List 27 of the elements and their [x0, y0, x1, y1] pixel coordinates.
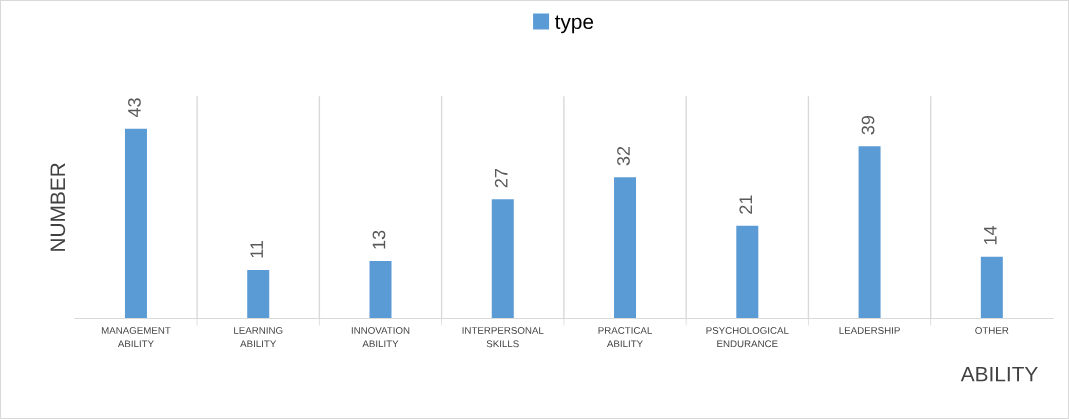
data-label: 21 — [739, 195, 752, 214]
bar — [247, 269, 270, 319]
legend-label: type — [554, 15, 594, 34]
bar — [124, 128, 147, 319]
data-label: 11 — [250, 240, 263, 258]
x-tick-label: OTHER — [975, 327, 1009, 334]
bar — [491, 199, 514, 319]
x-tick-label: LEARNING ABILITY — [234, 327, 283, 348]
x-axis-title: ABILITY — [960, 366, 1038, 382]
x-tick-label: PRACTICAL ABILITY — [598, 327, 652, 348]
bar — [980, 256, 1003, 319]
data-label: 27 — [494, 168, 508, 188]
x-tick-label: LEADERSHIP — [839, 327, 900, 334]
data-label: 39 — [861, 115, 875, 135]
x-tick-label: PSYCHOLOGICAL ENDURANCE — [706, 327, 789, 348]
bar — [736, 225, 759, 319]
data-label: 43 — [128, 98, 141, 118]
bar — [858, 146, 881, 319]
data-label: 32 — [617, 146, 630, 166]
x-tick-label: MANAGEMENT ABILITY — [101, 327, 171, 348]
data-label: 14 — [984, 225, 997, 245]
x-tick-label: INNOVATION ABILITY — [351, 327, 410, 348]
data-label: 13 — [372, 230, 386, 249]
bar — [614, 177, 637, 319]
x-tick-label: INTERPERSONAL SKILLS — [462, 327, 544, 348]
y-axis-title: NUMBER — [50, 163, 66, 251]
bar — [369, 261, 392, 319]
